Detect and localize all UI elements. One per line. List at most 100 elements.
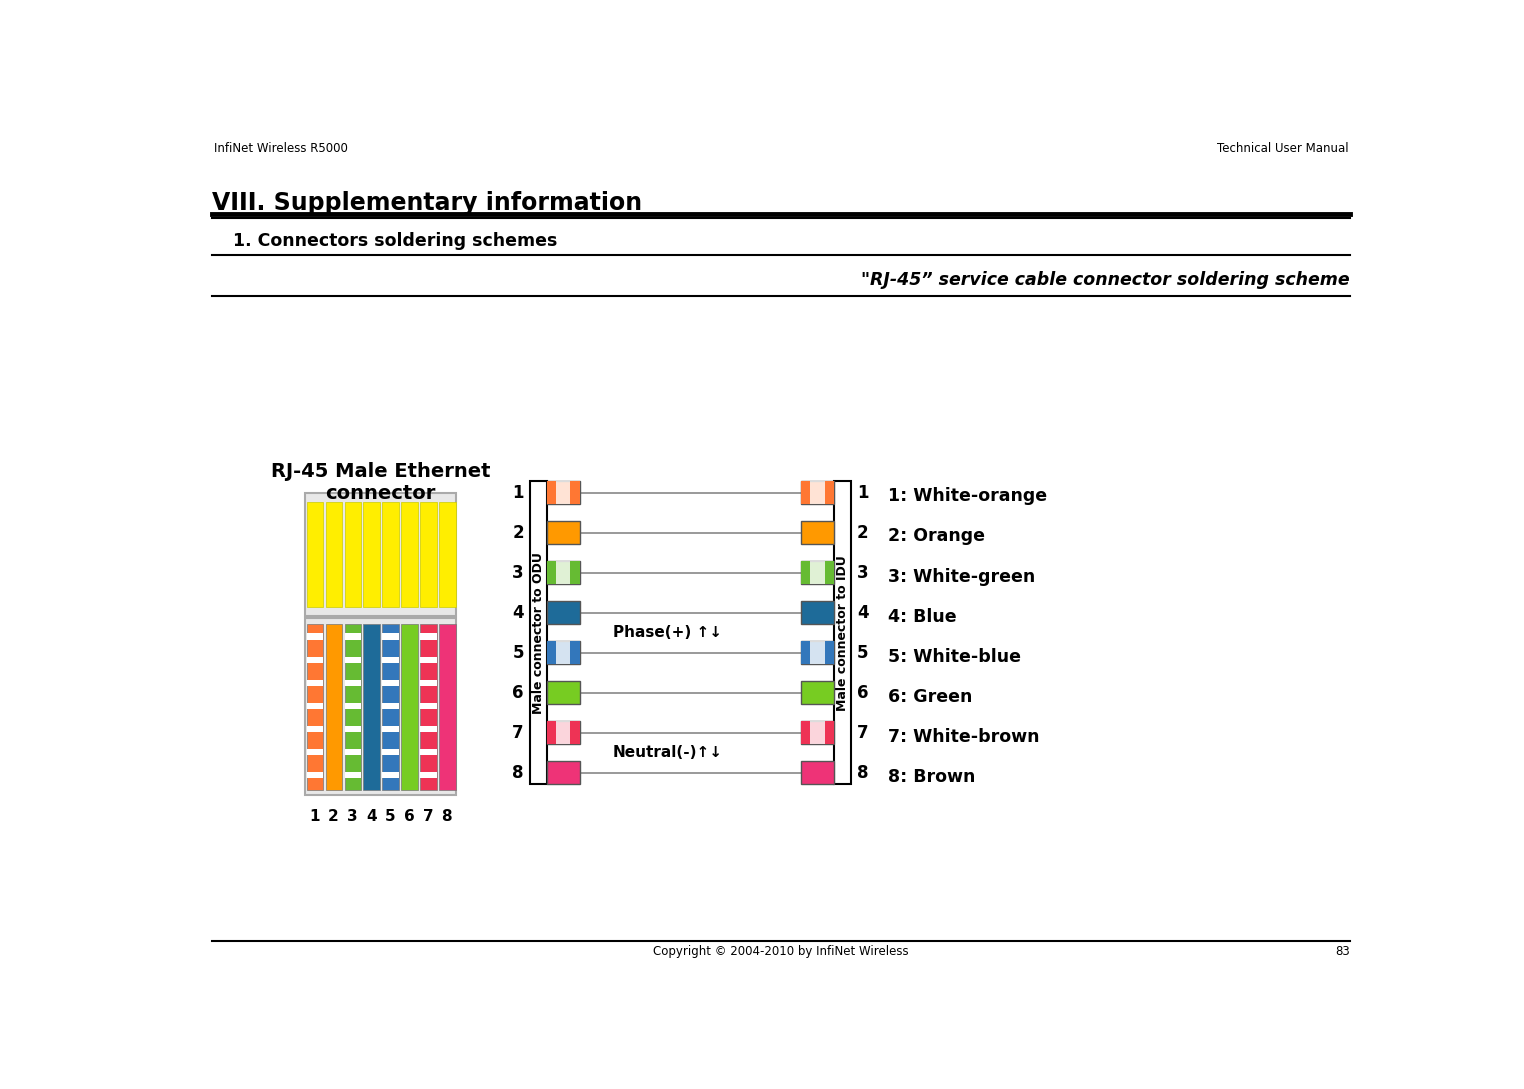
Bar [326, 624, 343, 790]
Bar [401, 624, 418, 790]
Text: 6: 6 [404, 809, 415, 824]
Bar [547, 601, 579, 624]
Bar [421, 634, 437, 639]
Bar [306, 772, 323, 779]
Text: VIII. Supplementary information: VIII. Supplementary information [212, 191, 642, 215]
Bar [555, 721, 572, 745]
Bar [547, 641, 579, 664]
Bar [547, 561, 579, 584]
Text: RJ-45 Male Ethernet
connector: RJ-45 Male Ethernet connector [271, 462, 491, 503]
Text: 1: 1 [309, 809, 320, 824]
Bar [306, 726, 323, 732]
Bar [383, 680, 399, 686]
Text: 7: 7 [512, 724, 524, 742]
Bar [802, 521, 834, 544]
Bar [383, 749, 399, 755]
Bar [344, 680, 361, 686]
Bar [530, 481, 547, 784]
Text: 2: Orange: 2: Orange [888, 527, 985, 546]
Bar [306, 702, 323, 709]
Text: 3: 3 [512, 564, 524, 582]
Bar [439, 502, 456, 607]
Bar [306, 624, 323, 790]
Bar [383, 624, 399, 790]
Bar [344, 657, 361, 663]
Text: 4: 4 [512, 603, 524, 622]
Bar [421, 657, 437, 663]
Bar [570, 481, 579, 504]
Bar [383, 772, 399, 779]
Text: 3: 3 [856, 564, 869, 582]
Bar [421, 749, 437, 755]
Bar [439, 624, 456, 790]
Bar [344, 772, 361, 779]
Bar [547, 761, 579, 784]
Text: 4: 4 [856, 603, 869, 622]
Bar [344, 749, 361, 755]
Bar [421, 772, 437, 779]
Bar [802, 561, 811, 584]
Bar [306, 502, 323, 607]
Bar [326, 502, 343, 607]
Bar [306, 749, 323, 755]
Bar [824, 481, 834, 504]
Text: 4: Blue: 4: Blue [888, 608, 957, 625]
Bar [547, 521, 579, 544]
Bar [809, 641, 826, 664]
Bar [802, 721, 811, 745]
Bar [421, 680, 437, 686]
Text: Technical User Manual: Technical User Manual [1216, 143, 1349, 156]
Bar [305, 619, 456, 795]
Text: 83: 83 [1335, 944, 1350, 957]
Text: Neutral(-)↑↓: Neutral(-)↑↓ [613, 745, 722, 760]
Text: Copyright © 2004-2010 by InfiNet Wireless: Copyright © 2004-2010 by InfiNet Wireles… [654, 944, 908, 957]
Bar [344, 702, 361, 709]
Bar [547, 481, 579, 504]
Text: 5: 5 [386, 809, 396, 824]
Bar [809, 721, 826, 745]
Text: 4: 4 [366, 809, 376, 824]
Bar [383, 657, 399, 663]
Text: 8: Brown: 8: Brown [888, 768, 975, 785]
Text: 1: White-orange: 1: White-orange [888, 488, 1047, 505]
Bar [383, 502, 399, 607]
Text: 6: 6 [512, 684, 524, 701]
Bar [547, 641, 556, 664]
Bar [809, 561, 826, 584]
Bar [547, 481, 556, 504]
Bar [547, 682, 579, 705]
Bar [344, 634, 361, 639]
Text: 5: 5 [856, 644, 869, 662]
Bar [809, 481, 826, 504]
Text: 2: 2 [856, 524, 869, 541]
Bar [383, 634, 399, 639]
Bar [802, 641, 811, 664]
Bar [421, 502, 437, 607]
Bar [824, 721, 834, 745]
Bar [824, 561, 834, 584]
Bar [547, 721, 579, 745]
Text: 3: 3 [347, 809, 358, 824]
Bar [363, 502, 379, 607]
Bar [401, 502, 418, 607]
Text: 1: 1 [512, 484, 524, 502]
Text: InfiNet Wireless R5000: InfiNet Wireless R5000 [213, 143, 347, 156]
Bar [547, 721, 556, 745]
Text: 7: 7 [422, 809, 433, 824]
Bar [802, 481, 834, 504]
Text: Male connector to IDU: Male connector to IDU [835, 554, 849, 711]
Text: 8: 8 [512, 763, 524, 782]
Bar [802, 601, 834, 624]
Text: 2: 2 [512, 524, 524, 541]
Bar [344, 726, 361, 732]
Text: 5: 5 [512, 644, 524, 662]
Bar [824, 641, 834, 664]
Bar [802, 721, 834, 745]
Text: 1. Connectors soldering schemes: 1. Connectors soldering schemes [233, 232, 558, 250]
Bar [383, 726, 399, 732]
Bar [363, 624, 379, 790]
Bar [802, 561, 834, 584]
Text: 5: White-blue: 5: White-blue [888, 648, 1021, 665]
Text: 2: 2 [328, 809, 338, 824]
Bar [570, 641, 579, 664]
